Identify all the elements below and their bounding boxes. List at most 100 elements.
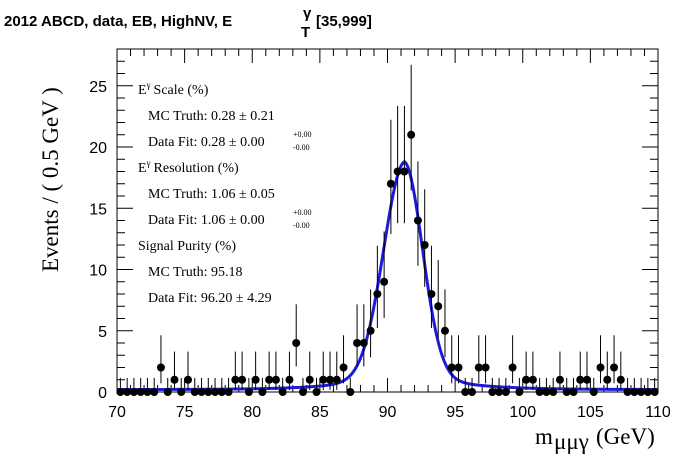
x-tick-label: 95 — [446, 404, 464, 421]
data-point — [123, 388, 132, 396]
data-point — [366, 326, 375, 335]
data-point — [562, 388, 571, 396]
legend-resolution-data-fit: Data Fit: 1.06 ± 0.00 — [148, 213, 265, 228]
data-point — [386, 179, 395, 188]
data-point — [150, 388, 159, 396]
data-point — [501, 388, 510, 396]
y-tick-label: 15 — [89, 201, 107, 218]
data-point — [156, 363, 165, 372]
data-point — [298, 388, 307, 396]
x-axis-title-main: m — [535, 424, 553, 449]
legend-scale-data-fit-plus: +0.00 — [293, 130, 312, 139]
data-point — [224, 388, 233, 396]
data-point — [569, 388, 578, 396]
data-point — [136, 388, 145, 396]
legend-scale-heading: Eγ Scale (%) — [138, 80, 209, 98]
legend: Eγ Scale (%) MC Truth: 0.28 ± 0.21 Data F… — [138, 80, 312, 306]
x-tick-label: 105 — [577, 404, 604, 421]
x-tick-label: 85 — [311, 404, 329, 421]
data-point — [508, 363, 517, 372]
data-point — [184, 375, 193, 384]
legend-resolution-heading: Eγ Resolution (%) — [138, 158, 239, 176]
data-point — [163, 388, 172, 396]
data-point — [211, 388, 220, 396]
data-point — [582, 375, 591, 384]
data-point — [420, 241, 429, 249]
data-point — [305, 375, 314, 384]
data-point — [603, 375, 612, 384]
data-point — [373, 290, 382, 298]
data-point — [116, 388, 125, 396]
x-axis: 70 75 80 85 90 95 100 105 110 — [108, 49, 671, 421]
data-point — [474, 363, 483, 372]
x-tick-label: 80 — [243, 404, 261, 421]
data-point — [380, 277, 389, 286]
data-point — [637, 388, 646, 396]
data-point — [535, 388, 544, 396]
data-point — [400, 167, 409, 176]
legend-purity-mc-truth: MC Truth: 95.18 — [148, 265, 243, 280]
data-point — [319, 375, 328, 384]
x-tick-label: 100 — [509, 404, 536, 421]
data-point — [244, 388, 253, 396]
data-series — [116, 64, 659, 396]
data-point — [258, 388, 267, 396]
data-point — [542, 388, 551, 396]
data-point — [326, 375, 335, 384]
data-point — [197, 388, 206, 396]
data-point — [278, 388, 287, 396]
y-tick-label: 0 — [98, 385, 107, 402]
data-point — [481, 363, 490, 372]
data-point — [285, 375, 294, 384]
data-point — [393, 167, 402, 176]
data-point — [454, 363, 463, 372]
data-point — [353, 339, 362, 347]
data-point — [265, 375, 274, 384]
y-tick-label: 20 — [89, 140, 107, 157]
data-point — [190, 388, 199, 396]
x-axis-title: m μμγ (GeV) — [535, 424, 655, 454]
y-tick-label: 5 — [98, 324, 107, 341]
legend-resolution-data-fit-minus: -0.00 — [293, 221, 310, 230]
data-point — [204, 388, 213, 396]
y-axis: 0 5 10 15 20 25 — [89, 48, 658, 402]
x-axis-title-unit: (GeV) — [596, 424, 655, 449]
data-point — [413, 216, 422, 225]
data-point — [238, 375, 247, 384]
data-point — [407, 130, 416, 139]
x-tick-label: 110 — [645, 404, 671, 421]
x-tick-label: 75 — [176, 404, 194, 421]
data-point — [129, 388, 138, 396]
data-point — [549, 388, 558, 396]
data-point — [650, 388, 659, 396]
legend-purity-heading: Signal Purity (%) — [138, 239, 236, 254]
chart-title: 2012 ABCD, data, EB, HighNV, E — [4, 13, 232, 30]
data-point — [271, 375, 280, 384]
y-tick-label: 25 — [89, 79, 107, 96]
data-point — [312, 388, 321, 396]
data-point — [143, 388, 152, 396]
data-point — [468, 388, 477, 396]
legend-purity-data-fit: Data Fit: 96.20 ± 4.29 — [148, 291, 272, 306]
data-point — [488, 388, 497, 396]
data-point — [461, 388, 470, 396]
legend-resolution-mc-truth: MC Truth: 1.06 ± 0.05 — [148, 187, 275, 202]
legend-scale-data-fit: Data Fit: 0.28 ± 0.00 — [148, 135, 265, 150]
x-axis-title-subscript: μμγ — [554, 429, 589, 454]
data-point — [630, 388, 639, 396]
y-axis-title: Events / ( 0.5 GeV ) — [38, 87, 63, 272]
data-point — [177, 388, 186, 396]
data-point — [515, 388, 524, 396]
data-point — [643, 388, 652, 396]
data-point — [170, 375, 179, 384]
data-point — [616, 375, 625, 384]
data-point — [217, 388, 226, 396]
data-point — [610, 363, 619, 372]
data-point — [447, 363, 456, 372]
data-point — [528, 375, 537, 384]
chart-title-suffix: [35,999] — [316, 13, 372, 30]
data-point — [231, 375, 240, 384]
data-point — [292, 339, 301, 347]
data-point — [596, 363, 605, 372]
